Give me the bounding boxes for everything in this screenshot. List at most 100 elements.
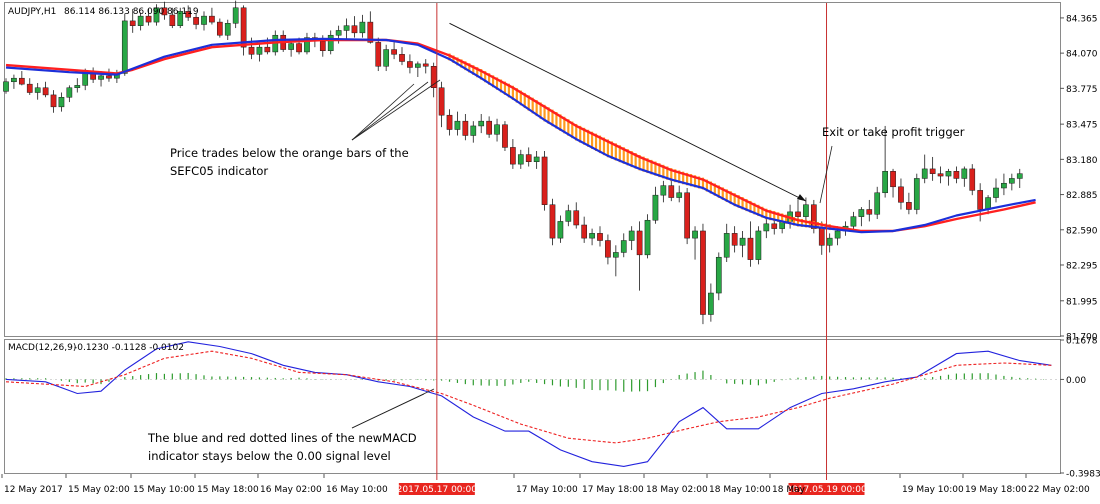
candle-bear	[430, 66, 437, 88]
candle-bull	[343, 25, 350, 31]
macd-values: -0.1230 -0.1128 -0.0102	[74, 343, 184, 353]
date-tick-label: 22 May 02:00	[1028, 485, 1090, 495]
candle-bear	[541, 156, 548, 205]
candle-bull	[153, 7, 160, 23]
price-annotation: Price trades below the orange bars of th…	[170, 79, 441, 178]
candle-bull	[708, 292, 714, 315]
candle-bull	[288, 43, 294, 50]
candle-bull	[557, 221, 564, 239]
candle-bear	[771, 223, 778, 229]
candle-bull	[834, 230, 841, 239]
candle-bull	[327, 34, 334, 51]
candle-bear	[953, 171, 960, 179]
candle-bear	[319, 40, 326, 51]
candle-bull	[755, 230, 762, 260]
macd-tick-label: 0.1678	[1066, 337, 1098, 347]
candle-bull	[644, 219, 651, 256]
candle-bull	[224, 23, 231, 36]
candle-bear	[731, 233, 738, 246]
date-tick-label: 17 May 18:00	[582, 485, 644, 495]
candle-bear	[866, 209, 873, 215]
candle-bull	[256, 46, 263, 55]
candle-bull	[652, 194, 659, 221]
macd-line	[5, 341, 1052, 467]
price-tick-label: 83.475	[1066, 121, 1098, 131]
candle-bull	[533, 156, 540, 162]
candle-bear	[391, 49, 397, 55]
date-tick-label: 18 May	[772, 485, 806, 495]
pointer-line	[351, 81, 429, 141]
candle-bear	[573, 210, 580, 226]
candle-bull	[1008, 178, 1015, 184]
candle-bear	[248, 46, 255, 55]
trendline-arrowhead	[796, 194, 806, 202]
candle-bear	[795, 211, 801, 217]
candle-bull	[826, 237, 833, 246]
candle-bear	[668, 185, 675, 198]
macd-note-line-1: The blue and red dotted lines of the new…	[147, 431, 417, 445]
price-tick-label: 83.180	[1066, 156, 1098, 166]
candle-bear	[422, 63, 429, 67]
pointer-line	[819, 145, 833, 204]
candle-bear	[969, 168, 976, 191]
candle-bull	[921, 168, 928, 179]
candle-bear	[977, 190, 984, 210]
pointer-line	[351, 83, 415, 141]
candle-bull	[874, 192, 881, 215]
candle-bear	[407, 61, 413, 68]
candle-bear	[549, 204, 556, 239]
candle-bull	[414, 63, 421, 68]
candle-bear	[399, 54, 405, 62]
candle-bear	[42, 87, 49, 96]
candle-bear	[486, 120, 492, 135]
candle-bull	[58, 97, 65, 108]
price-tick-label: 81.700	[1066, 333, 1098, 343]
candle-bull	[803, 204, 809, 217]
candle-bull	[589, 233, 595, 239]
macd-tick-label: 0.00	[1066, 376, 1086, 386]
price-tick-label: 84.070	[1066, 50, 1098, 60]
candle-bear	[525, 154, 532, 162]
date-tick-label: 15 May 02:00	[68, 485, 130, 495]
candle-bear	[161, 7, 168, 16]
ohlc-values: 86.114 86.133 86.090 86.119	[64, 7, 199, 17]
price-tick-label: 82.885	[1066, 191, 1098, 201]
candle-bull	[74, 85, 81, 88]
candle-bear	[818, 228, 825, 246]
candle-bull	[739, 237, 746, 246]
candle-bear	[597, 233, 603, 241]
candle-bear	[446, 114, 453, 130]
candle-bull	[335, 30, 342, 36]
candle-bear	[502, 124, 508, 148]
candle-bull	[454, 120, 461, 130]
date-tick-label: 12 May 2017	[4, 485, 63, 495]
date-tick-label: 18 May 10:00	[709, 485, 771, 495]
candle-bear	[216, 21, 223, 36]
ma-blue-line	[5, 37, 1036, 234]
candle-bull	[1001, 182, 1007, 189]
date-tick-label: 18 May 02:00	[646, 485, 708, 495]
candle-bull	[723, 233, 730, 258]
candle-bear	[375, 42, 382, 67]
exit-date-label: 2017.05.19 00:00	[786, 485, 867, 495]
candle-bull	[98, 75, 104, 80]
date-tick-label: 16 May 10:00	[326, 485, 388, 495]
candle-bear	[747, 237, 754, 260]
price-tick-label: 81.995	[1066, 297, 1098, 307]
price-note-line-1: Price trades below the orange bars of th…	[170, 146, 409, 160]
candle-bull	[612, 252, 619, 258]
candle-bear	[169, 14, 176, 26]
candle-bull	[676, 192, 683, 198]
candle-bear	[462, 120, 469, 136]
candle-bull	[913, 178, 920, 210]
exit-annotation: Exit or take profit trigger	[819, 125, 965, 204]
candle-bear	[929, 168, 936, 174]
candle-bear	[581, 224, 588, 239]
candle-bear	[898, 186, 904, 203]
candle-bull	[11, 77, 17, 83]
entry-date-label-bg	[398, 483, 475, 495]
candle-bull	[882, 171, 888, 194]
price-tick-label: 83.775	[1066, 85, 1098, 95]
